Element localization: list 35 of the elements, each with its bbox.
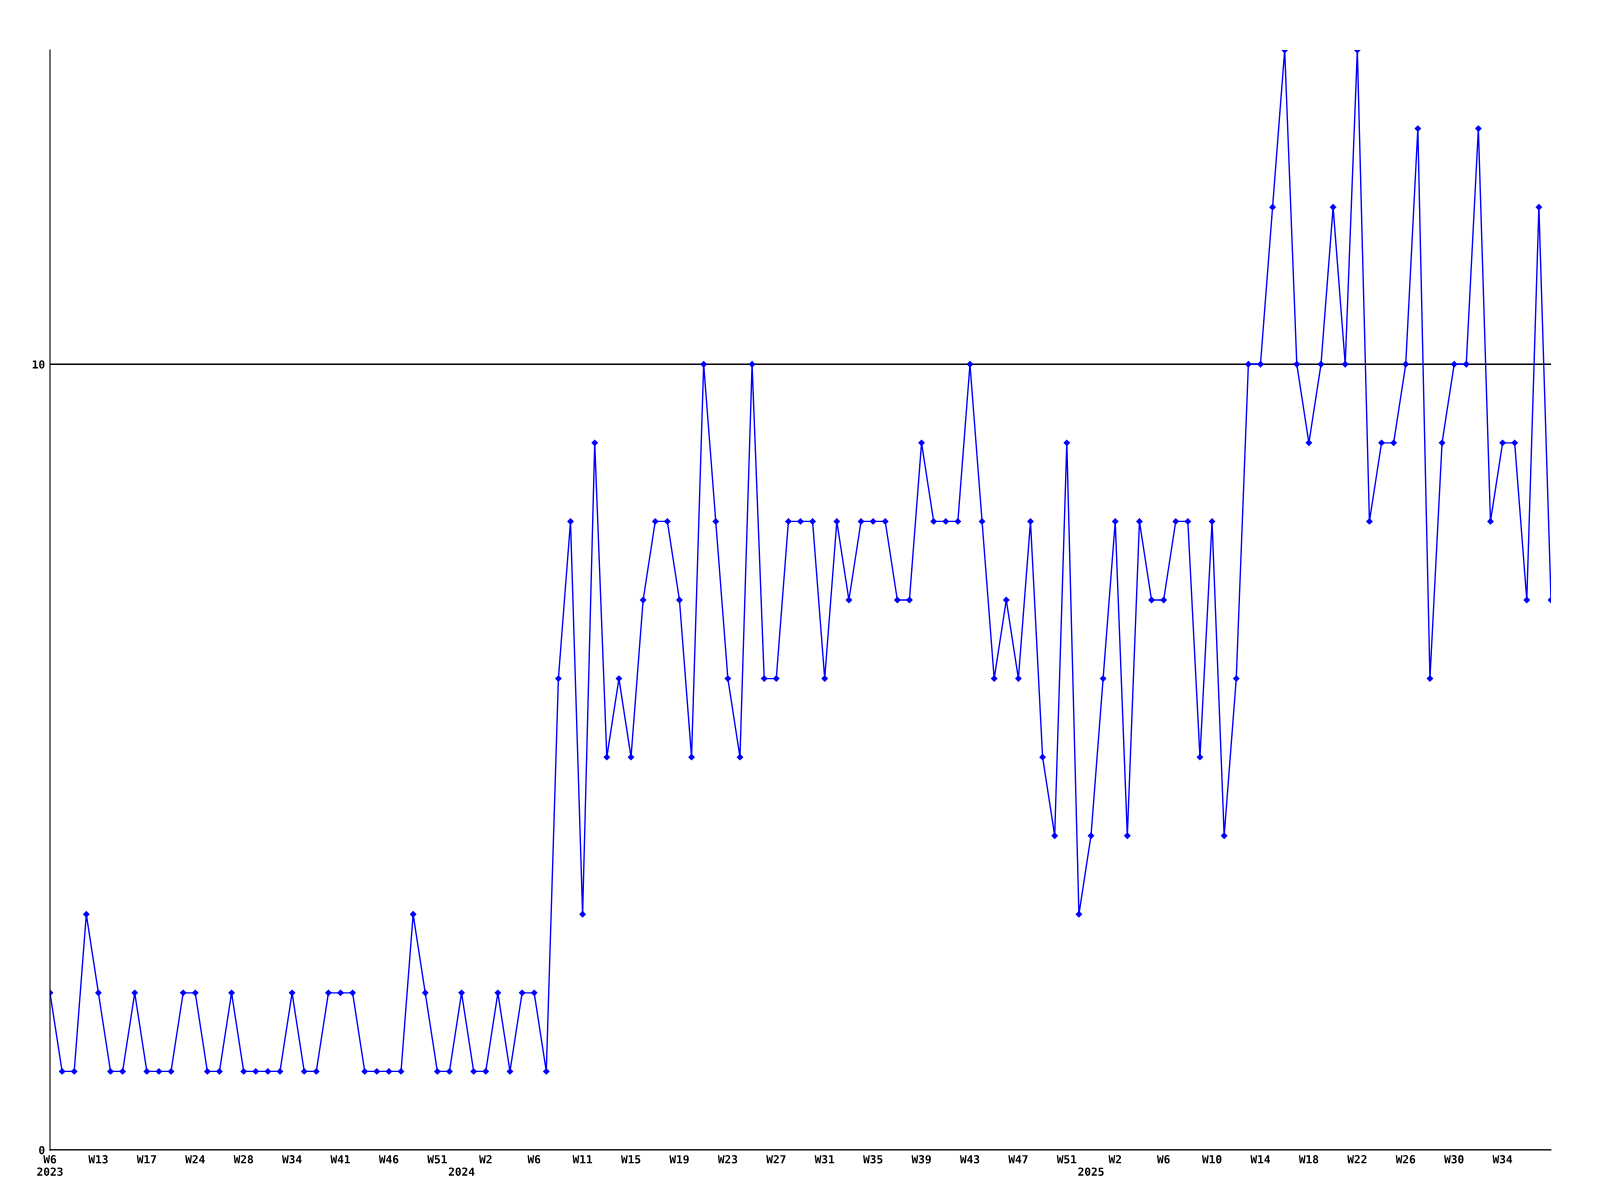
x-tick-label: W22 [1347,1155,1367,1164]
x-tick-label: W14 [1250,1155,1271,1164]
x-tick-label: W43 [959,1155,980,1164]
x-tick-label: W46 [378,1155,399,1164]
x-tick-label: W24 [185,1155,205,1164]
x-tick-label: W11 [572,1155,593,1164]
x-tick-label: W41 [330,1155,351,1164]
x-tick-label: W28 [233,1155,254,1164]
x-tick-label: W13 [88,1155,108,1164]
x-tick-label: W31 [814,1155,835,1164]
x-tick-label: W23 [717,1155,738,1164]
x-tick-label: W2 [1108,1155,1121,1164]
x-tick-label: W30 [1444,1155,1464,1164]
x-tick-label: W51 [1056,1155,1077,1164]
x-tick-label: W10 [1202,1155,1222,1164]
y-tick-label: 0 [39,1145,45,1155]
y-tick-label: 10 [32,360,45,369]
x-tick-label: W15 [621,1155,641,1164]
x-tick-label: W6 [527,1155,541,1164]
x-tick-label: W2 [479,1155,492,1164]
x-tick-label: W27 [766,1155,786,1164]
x-tick-label: W35 [863,1155,883,1164]
x-tick-label: W6 [1156,1155,1170,1164]
x-tick-label: W51 [427,1155,447,1164]
x-tick-label: W26 [1395,1155,1416,1164]
x-tick-label: 2025 [1078,1167,1104,1176]
x-tick-label: W6 2023 [37,1155,63,1176]
x-tick-label: W39 [911,1155,931,1164]
x-tick-label: W17 [136,1155,157,1164]
x-tick-label: W34 [282,1155,302,1164]
x-tick-label: W18 [1298,1155,1319,1164]
x-tick-label: W19 [669,1155,689,1164]
x-tick-label: W47 [1008,1155,1028,1164]
x-tick-label: W34 [1492,1155,1513,1164]
x-tick-label: 2024 [448,1167,475,1176]
